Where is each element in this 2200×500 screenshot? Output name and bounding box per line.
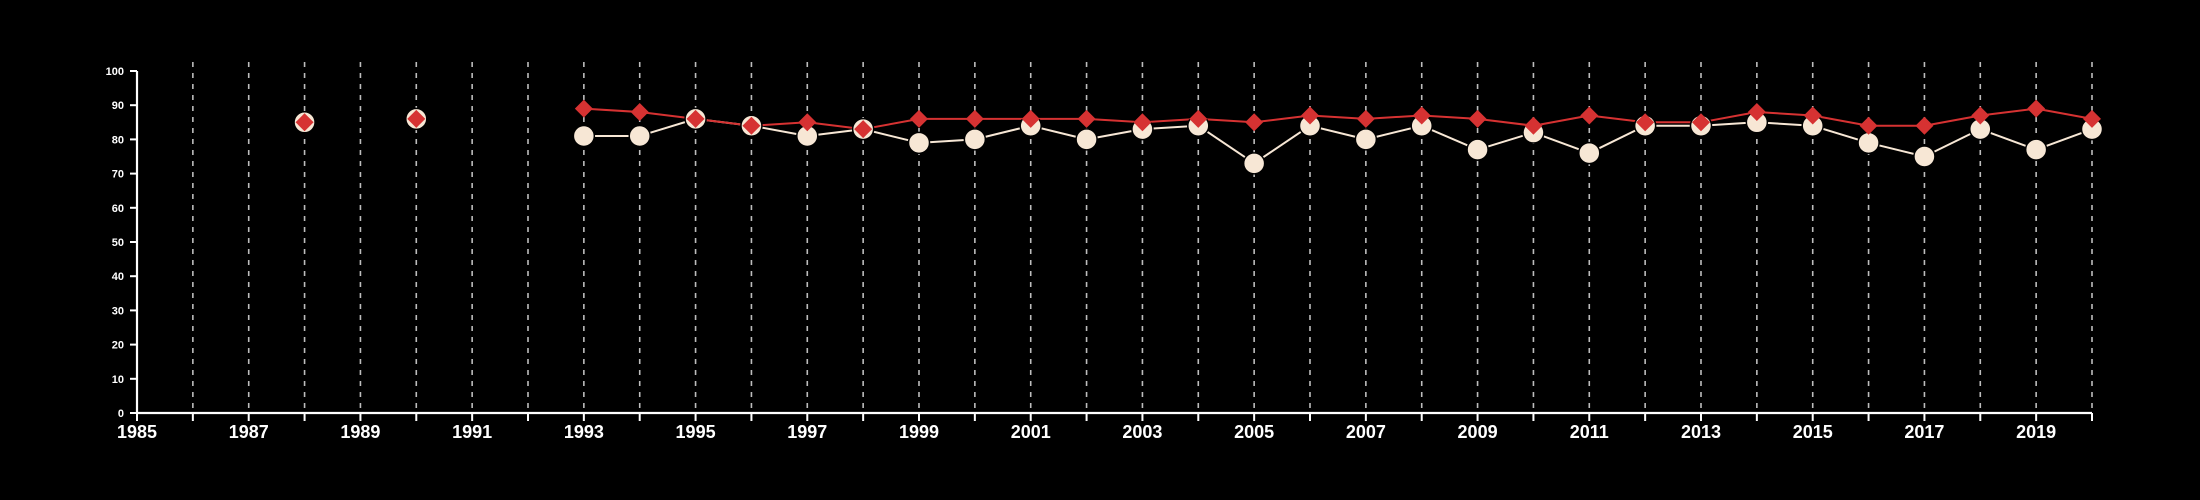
y-tick-label: 10 bbox=[112, 374, 124, 386]
series-b-point-2020 bbox=[2083, 109, 2101, 128]
x-tick-label: 2015 bbox=[1793, 422, 1833, 442]
y-tick-label: 50 bbox=[112, 237, 124, 249]
series-b-point-2001 bbox=[1021, 109, 1040, 128]
y-tick-label: 90 bbox=[112, 100, 124, 112]
series-b-point-2005 bbox=[1245, 113, 1264, 132]
series-b-line-segment bbox=[1533, 114, 1590, 127]
series-b-line-segment bbox=[1086, 117, 1143, 124]
series-b-point-2004 bbox=[1189, 109, 1208, 128]
y-tick-label: 60 bbox=[112, 203, 124, 215]
x-tick-label: 2007 bbox=[1346, 422, 1386, 442]
series-b-line-segment bbox=[1924, 114, 1981, 127]
series-b-line-segment bbox=[1421, 114, 1478, 120]
series-b-point-2010 bbox=[1524, 116, 1543, 135]
x-tick-label: 2011 bbox=[1570, 422, 1609, 442]
series-b-line-segment bbox=[1477, 117, 1534, 127]
series-a-point-1993 bbox=[572, 124, 596, 148]
series-b-point-2003 bbox=[1133, 113, 1152, 132]
series-b-point-2012 bbox=[1636, 113, 1655, 132]
series-b-line-segment bbox=[1254, 114, 1311, 124]
series-b-point-1988 bbox=[295, 113, 314, 132]
series-b-point-2019 bbox=[2027, 99, 2046, 118]
y-tick-label: 20 bbox=[112, 340, 124, 352]
x-tick-label: 2017 bbox=[1904, 422, 1944, 442]
series-b-line-segment bbox=[1365, 114, 1422, 120]
series-b-point-2016 bbox=[1859, 116, 1878, 135]
series-a-point-2005 bbox=[1242, 152, 1266, 175]
series-b-point-2007 bbox=[1356, 109, 1375, 128]
x-tick-label: 1999 bbox=[899, 422, 939, 442]
series-b-point-2013 bbox=[1692, 113, 1710, 132]
x-tick-label: 1995 bbox=[676, 422, 716, 442]
series-b-line-segment bbox=[1812, 114, 1869, 127]
series-b-point-1995 bbox=[686, 109, 705, 128]
x-tick-label: 1991 bbox=[452, 422, 492, 442]
x-tick-label: 1993 bbox=[564, 422, 604, 442]
x-tick-label: 2001 bbox=[1011, 422, 1051, 442]
series-b-point-1997 bbox=[798, 113, 817, 132]
series-b-point-2011 bbox=[1580, 106, 1599, 125]
series-a-point-2017 bbox=[1913, 145, 1936, 168]
series-b-line-segment bbox=[1980, 107, 2037, 117]
y-tick-label: 0 bbox=[118, 408, 124, 420]
series-b-line-segment bbox=[1756, 111, 1813, 117]
series-b-point-2009 bbox=[1468, 109, 1487, 128]
series-a-point-1994 bbox=[628, 124, 651, 148]
series-b-point-2000 bbox=[965, 109, 984, 128]
x-tick-label: 1987 bbox=[229, 422, 269, 442]
series-b-point-1990 bbox=[407, 109, 426, 128]
series-b-point-2008 bbox=[1412, 106, 1431, 125]
x-tick-label: 2013 bbox=[1681, 422, 1721, 442]
series-a-point-2016 bbox=[1857, 131, 1880, 155]
series-a-point-2000 bbox=[963, 128, 987, 151]
series-b-line-segment bbox=[2035, 107, 2093, 120]
y-tick-label: 70 bbox=[112, 169, 124, 181]
x-tick-label: 1985 bbox=[117, 422, 157, 442]
series-b-line-segment bbox=[583, 107, 640, 114]
x-tick-label: 1989 bbox=[340, 422, 380, 442]
x-tick-label: 1997 bbox=[787, 422, 827, 442]
x-tick-label: 2003 bbox=[1122, 422, 1162, 442]
series-b-point-2015 bbox=[1803, 106, 1822, 125]
y-tick-label: 40 bbox=[112, 271, 124, 283]
series-b-point-1993 bbox=[574, 99, 593, 118]
y-tick-label: 80 bbox=[112, 134, 124, 146]
series-b-point-1999 bbox=[910, 109, 928, 128]
series-b-point-2006 bbox=[1301, 106, 1319, 125]
series-a-point-2007 bbox=[1354, 128, 1378, 151]
y-tick-label: 30 bbox=[112, 305, 124, 317]
series-b-point-2002 bbox=[1077, 109, 1096, 128]
series-b-point-2018 bbox=[1971, 106, 1990, 125]
series-b-point-1994 bbox=[630, 103, 649, 122]
series-b-line-segment bbox=[1309, 114, 1366, 120]
x-tick-label: 2005 bbox=[1234, 422, 1274, 442]
series-b-point-2017 bbox=[1915, 116, 1934, 135]
series-b-point-1996 bbox=[742, 116, 761, 135]
series-a-point-1999 bbox=[907, 131, 931, 155]
series-a-point-2019 bbox=[2024, 138, 2048, 161]
x-tick-label: 2019 bbox=[2016, 422, 2056, 442]
series-a-point-2002 bbox=[1075, 128, 1098, 151]
series-layer bbox=[293, 99, 2104, 175]
axes: 0 10 20 30 40 50 60 70 80 90 100 1985 1987 1989 1991 19… bbox=[106, 66, 2093, 442]
series-a-point-2009 bbox=[1466, 138, 1489, 161]
x-tick-label: 2009 bbox=[1458, 422, 1498, 442]
series-a-point-2011 bbox=[1578, 141, 1601, 165]
series-b-point-1998 bbox=[854, 120, 873, 139]
series-b-point-2014 bbox=[1747, 103, 1766, 122]
y-tick-label: 100 bbox=[106, 66, 124, 78]
